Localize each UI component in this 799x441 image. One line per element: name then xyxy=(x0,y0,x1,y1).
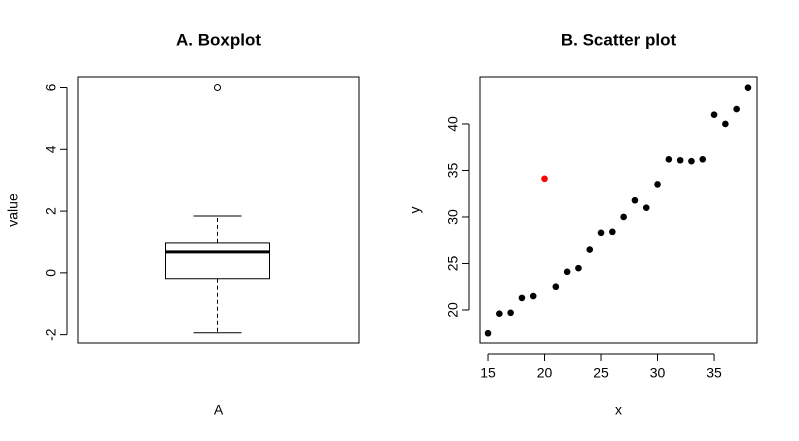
point xyxy=(699,156,707,163)
x-tick-label: 20 xyxy=(537,365,553,381)
point xyxy=(665,156,673,163)
x-tick-label: 30 xyxy=(650,365,666,381)
point xyxy=(676,156,684,164)
point xyxy=(507,309,514,317)
x-tick-label: 25 xyxy=(593,365,609,381)
outlier xyxy=(214,84,221,92)
y-tick-label: 25 xyxy=(445,255,461,271)
x-tick-label: 35 xyxy=(706,365,722,381)
point xyxy=(529,292,537,300)
x-tick-label: 15 xyxy=(480,365,496,381)
y-tick-label: 35 xyxy=(445,162,461,178)
point xyxy=(496,310,503,318)
point xyxy=(575,264,582,272)
point xyxy=(620,213,627,221)
y-axis-label: y xyxy=(407,207,423,214)
point xyxy=(654,181,661,188)
point xyxy=(484,329,492,337)
y-tick-label: 20 xyxy=(445,302,461,318)
y-tick-label: 0 xyxy=(43,269,59,277)
point xyxy=(631,196,639,204)
point xyxy=(744,84,752,91)
box xyxy=(165,242,270,280)
chart-title: B. Scatter plot xyxy=(561,30,677,49)
y-tick-label: 4 xyxy=(43,145,59,153)
y-axis-label: value xyxy=(5,193,21,227)
y-tick-label: 2 xyxy=(43,207,59,215)
point xyxy=(518,294,526,302)
point xyxy=(722,120,729,128)
point xyxy=(597,229,605,237)
y-tick-label: 40 xyxy=(445,116,461,132)
y-tick-label: -2 xyxy=(43,328,59,341)
plot-frame xyxy=(77,76,360,344)
point xyxy=(552,283,560,291)
point xyxy=(642,204,650,211)
point xyxy=(733,105,740,113)
point xyxy=(609,228,616,236)
point xyxy=(541,175,548,183)
x-axis-label: x xyxy=(615,402,622,418)
point xyxy=(563,268,571,276)
point xyxy=(710,111,718,118)
y-tick-label: 6 xyxy=(43,83,59,91)
x-axis-label: A xyxy=(214,402,224,418)
point xyxy=(586,246,594,253)
point xyxy=(688,157,695,165)
y-tick-label: 30 xyxy=(445,209,461,225)
plot-frame xyxy=(479,76,758,344)
chart-title: A. Boxplot xyxy=(176,30,261,49)
